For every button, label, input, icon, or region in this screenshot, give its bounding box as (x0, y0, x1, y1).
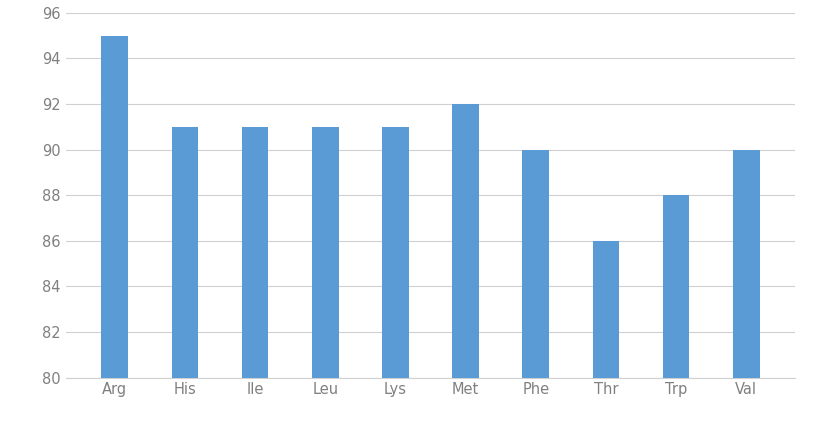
Bar (242, 127, 268, 429)
Bar (592, 241, 618, 429)
Bar (662, 195, 689, 429)
Bar (171, 127, 198, 429)
Bar (382, 127, 408, 429)
Bar (452, 104, 478, 429)
Bar (522, 150, 549, 429)
Bar (102, 36, 128, 429)
Bar (311, 127, 338, 429)
Bar (732, 150, 758, 429)
